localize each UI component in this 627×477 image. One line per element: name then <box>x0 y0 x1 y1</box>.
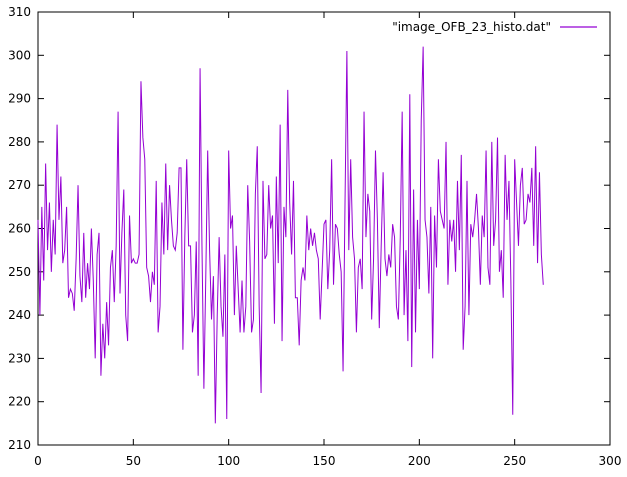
y-tick-label: 280 <box>8 135 31 149</box>
y-tick-label: 220 <box>8 395 31 409</box>
x-tick-label: 250 <box>503 454 526 468</box>
x-tick-label: 200 <box>408 454 431 468</box>
legend-label: "image_OFB_23_histo.dat" <box>392 20 551 34</box>
y-tick-label: 300 <box>8 48 31 62</box>
y-tick-label: 210 <box>8 438 31 452</box>
x-tick-label: 150 <box>313 454 336 468</box>
y-tick-label: 310 <box>8 5 31 19</box>
y-tick-label: 270 <box>8 178 31 192</box>
x-tick-label: 300 <box>599 454 622 468</box>
y-tick-label: 240 <box>8 308 31 322</box>
y-tick-label: 260 <box>8 222 31 236</box>
x-tick-label: 100 <box>217 454 240 468</box>
x-tick-label: 0 <box>34 454 42 468</box>
y-tick-label: 230 <box>8 351 31 365</box>
series-layer <box>37 46 544 424</box>
axes-layer: 0 50 100 150 200 250 300 210 220 230 240 250 260 270 2… <box>8 5 621 468</box>
y-tick-label: 290 <box>8 92 31 106</box>
y-tick-label: 250 <box>8 265 31 279</box>
legend: "image_OFB_23_histo.dat" <box>392 20 597 34</box>
series-line-0 <box>37 46 544 424</box>
x-tick-label: 50 <box>126 454 141 468</box>
